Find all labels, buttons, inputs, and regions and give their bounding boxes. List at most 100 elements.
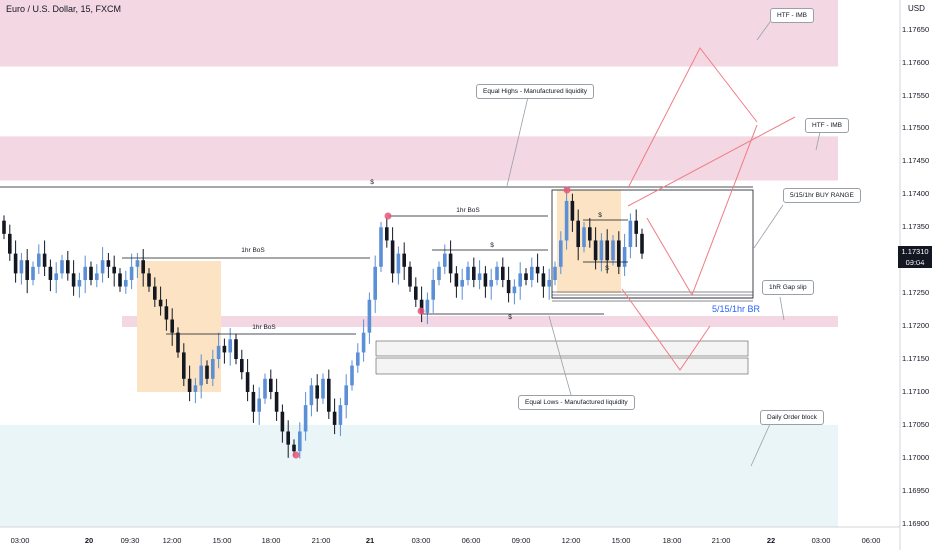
candle-body bbox=[431, 279, 435, 300]
price-tick-label: 1.17350 bbox=[902, 222, 930, 232]
time-tick-label: 12:00 bbox=[162, 536, 182, 545]
candle-body bbox=[89, 266, 93, 280]
candle-body bbox=[477, 273, 482, 280]
candle-body bbox=[501, 266, 505, 280]
candle-body bbox=[628, 220, 633, 248]
candle-body bbox=[570, 200, 575, 221]
time-tick-label: 03:00 bbox=[411, 536, 431, 545]
candle-body bbox=[211, 359, 215, 379]
time-tick-label: 18:00 bbox=[261, 536, 281, 545]
imbalance-box-b bbox=[375, 357, 749, 375]
projection-path-high bbox=[627, 47, 758, 189]
candle-body bbox=[593, 240, 598, 261]
candle-body bbox=[106, 260, 111, 267]
price-tick-label: 1.17300 bbox=[902, 255, 930, 265]
bos-label-2: 1hr BoS bbox=[252, 324, 276, 331]
htf-imb-mid-callout[interactable]: HTF - IMB bbox=[805, 118, 849, 133]
time-tick-label: 03:00 bbox=[811, 536, 831, 545]
candle-body bbox=[31, 266, 35, 280]
currency-label: USD bbox=[908, 4, 925, 13]
time-tick-label: 06:00 bbox=[461, 536, 481, 545]
candle-body bbox=[466, 266, 470, 280]
candle-body bbox=[164, 306, 169, 320]
candle-body bbox=[472, 266, 476, 280]
candle-body bbox=[559, 240, 563, 267]
candle-body bbox=[443, 253, 447, 267]
candle-body bbox=[564, 200, 569, 241]
equal-lows-pointer bbox=[548, 315, 572, 396]
equal-highs-callout[interactable]: Equal Highs - Manufactured liquidity bbox=[476, 84, 595, 99]
candle-body bbox=[263, 378, 267, 399]
gap-slip-zone bbox=[122, 316, 838, 327]
gap-slip-callout[interactable]: 1hR Gap slip bbox=[762, 280, 814, 295]
candle-body bbox=[356, 352, 360, 366]
swing-marker-3 bbox=[563, 186, 571, 194]
candle-body bbox=[576, 220, 580, 248]
candle-body bbox=[42, 253, 47, 267]
price-tick-label: 1.17150 bbox=[902, 354, 930, 364]
candle-body bbox=[286, 431, 290, 445]
candle-body bbox=[83, 266, 87, 280]
candle-body bbox=[611, 240, 615, 261]
htf-imb-zone-top bbox=[0, 0, 838, 67]
price-tick-label: 1.16900 bbox=[902, 518, 930, 528]
candle-body bbox=[361, 332, 366, 353]
price-tick-label: 1.16950 bbox=[902, 485, 930, 495]
candle-countdown: 09:04 bbox=[905, 258, 925, 267]
equal-lows-callout[interactable]: Equal Lows - Manufactured liquidity bbox=[518, 395, 635, 410]
candle-body bbox=[582, 227, 586, 248]
candle-body bbox=[205, 365, 209, 379]
candle-body bbox=[71, 273, 76, 287]
candle-body bbox=[2, 220, 6, 234]
candle-body bbox=[640, 233, 644, 254]
candle-body bbox=[77, 279, 82, 287]
daily-order-block-zone bbox=[0, 424, 838, 527]
candle-body bbox=[437, 266, 441, 280]
candle-body bbox=[402, 253, 406, 267]
time-tick-label: 20 bbox=[84, 536, 94, 545]
candle-body bbox=[298, 431, 302, 452]
time-tick-label: 21 bbox=[365, 536, 375, 545]
candle-body bbox=[344, 385, 348, 406]
candle-body bbox=[390, 240, 395, 274]
projection-path-down bbox=[621, 288, 711, 371]
equal-highs-pointer bbox=[506, 96, 529, 187]
last-price: 1.17310 bbox=[901, 247, 929, 256]
time-tick-label: 15:00 bbox=[212, 536, 232, 545]
candle-body bbox=[524, 273, 528, 280]
candle-body bbox=[617, 240, 621, 267]
last-price-tag: 1.17310 09:04 bbox=[898, 246, 932, 268]
candle-body bbox=[112, 266, 116, 274]
daily-order-block-callout[interactable]: Daily Order block bbox=[760, 410, 824, 425]
time-tick-label: 18:00 bbox=[662, 536, 682, 545]
candle-body bbox=[216, 345, 221, 360]
candle-body bbox=[518, 273, 522, 287]
candle-body bbox=[222, 345, 227, 353]
time-tick-label: 03:00 bbox=[10, 536, 30, 545]
bos-label-1: 1hr BoS bbox=[241, 247, 265, 254]
price-tick-label: 1.17250 bbox=[902, 288, 930, 298]
candle-body bbox=[269, 378, 273, 392]
htf-imb-top-callout[interactable]: HTF - IMB bbox=[770, 8, 814, 23]
candle-body bbox=[396, 253, 401, 274]
candle-body bbox=[182, 352, 186, 379]
candle-body bbox=[321, 378, 325, 399]
candle-body bbox=[170, 319, 174, 333]
candle-body bbox=[541, 273, 546, 287]
bos-label-3: 1hr BoS bbox=[456, 207, 480, 214]
chart-title: Euro / U.S. Dollar, 15, FXCM bbox=[6, 4, 122, 14]
liquidity-mark-range-high: $ bbox=[598, 212, 602, 219]
candle-body bbox=[135, 260, 140, 267]
candle-body bbox=[454, 273, 459, 287]
candle-body bbox=[367, 299, 372, 333]
buy-range-callout[interactable]: 5/15/1hr BUY RANGE bbox=[783, 188, 861, 203]
daily-ob-pointer bbox=[750, 423, 771, 467]
candle-body bbox=[495, 266, 499, 280]
candle-body bbox=[25, 260, 29, 280]
candle-body bbox=[588, 227, 592, 241]
candle-body bbox=[419, 299, 424, 313]
candle-body bbox=[234, 339, 238, 360]
candle-body bbox=[176, 332, 180, 353]
projection-path-mid bbox=[627, 116, 796, 207]
